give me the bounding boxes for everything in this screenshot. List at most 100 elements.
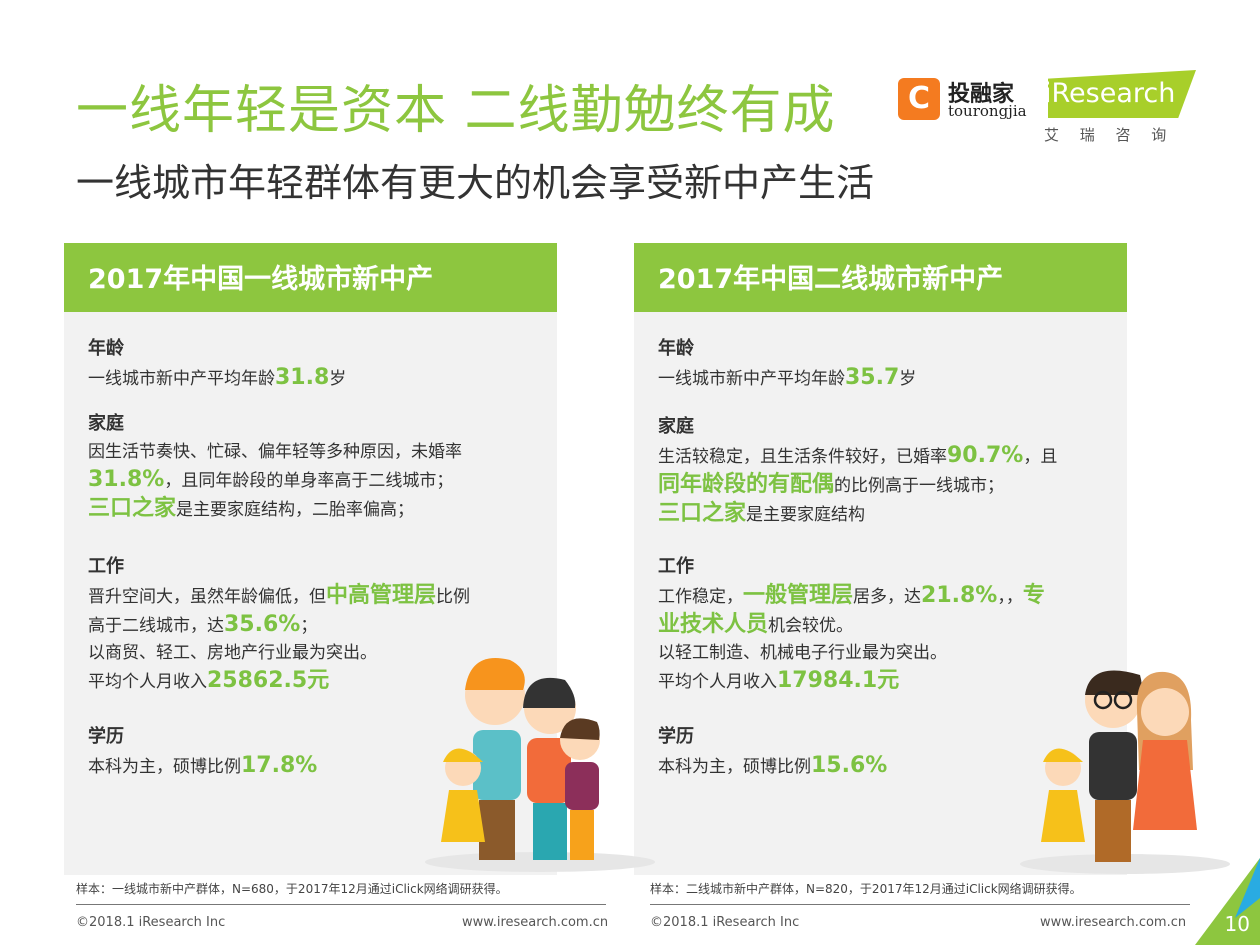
highlight-text: 一般管理层 [743, 583, 854, 608]
website-link-1[interactable]: www.iresearch.com.cn [462, 915, 609, 930]
text-line: 高于二线城市，达35.6%； [88, 611, 470, 640]
family-illustration-1 [425, 658, 655, 872]
text: 岁 [899, 369, 917, 389]
page-corner-decoration [1195, 858, 1260, 945]
text: 工作稳定， [658, 587, 743, 607]
text: ，， [997, 587, 1023, 607]
text-line: 31.8%，且同年龄段的单身率高于二线城市； [88, 466, 462, 495]
text: ，且 [1023, 447, 1058, 467]
highlight-text: 三口之家 [658, 501, 747, 526]
highlight-text: 中高管理层 [326, 583, 437, 608]
highlight-text: 31.8% [88, 467, 165, 492]
tourongjia-en: tourongjia [948, 102, 1027, 120]
section: 学历本科为主，硕博比例15.6% [658, 723, 887, 781]
iresearch-cn: 艾 瑞 咨 询 [1044, 126, 1175, 144]
text: 因生活节奏快、忙碌、偏年轻等多种原因，未婚率 [88, 442, 462, 462]
text: 生活较稳定，且生活条件较好，已婚率 [658, 447, 947, 467]
text: 平均个人月收入 [88, 672, 207, 692]
section-heading: 年龄 [658, 338, 694, 359]
text-line: 本科为主，硕博比例15.6% [658, 752, 887, 781]
section-heading: 学历 [658, 726, 694, 747]
text: 的比例高于一线城市； [834, 476, 1005, 496]
highlight-text: 35.7 [845, 365, 900, 390]
section-heading: 学历 [88, 726, 124, 747]
text-line: 晋升空间大，虽然年龄偏低，但中高管理层比例 [88, 582, 470, 611]
text: 一线城市新中产平均年龄 [88, 369, 275, 389]
highlight-text: 21.8% [921, 583, 998, 608]
text-line: 平均个人月收入17984.1元 [658, 667, 1045, 696]
text-line: 一线城市新中产平均年龄31.8岁 [88, 364, 346, 393]
section-heading: 工作 [88, 556, 124, 577]
page-number: 10 [1224, 912, 1250, 936]
highlight-text: 15.6% [811, 753, 888, 778]
page-title: 一线年轻是资本 二线勤勉终有成 [76, 81, 836, 141]
copyright-2: ©2018.1 iResearch Inc [650, 915, 800, 930]
text: 高于二线城市，达 [88, 616, 224, 636]
section: 家庭 生活较稳定，且生活条件较好，已婚率90.7%，且 同年龄段的有配偶的比例高于一… [658, 413, 1057, 529]
highlight-text: 31.8 [275, 365, 330, 390]
text-line: 本科为主，硕博比例17.8% [88, 752, 317, 781]
sample-note-1: 样本：一线城市新中产群体，N=680，于2017年12月通过iClick网络调研… [76, 882, 508, 896]
highlight-text: 90.7% [947, 443, 1024, 468]
section: 年龄一线城市新中产平均年龄31.8岁 [88, 335, 346, 393]
section-heading: 工作 [658, 556, 694, 577]
text: 平均个人月收入 [658, 672, 777, 692]
card-title: 2017年中国二线城市新中产 [634, 243, 1127, 312]
text: 以轻工制造、机械电子行业最为突出。 [658, 643, 947, 663]
section-heading: 家庭 [88, 413, 124, 434]
iresearch-logo-bg [1048, 70, 1196, 118]
text: ； [300, 616, 318, 636]
text-line: 以轻工制造、机械电子行业最为突出。 [658, 640, 1045, 667]
divider [76, 904, 606, 905]
text: 本科为主，硕博比例 [658, 757, 811, 777]
text: 比例 [436, 587, 471, 607]
text-line: 三口之家是主要家庭结构，二胎率偏高； [88, 495, 462, 524]
family-illustration-2 [1020, 670, 1230, 874]
text: 岁 [329, 369, 347, 389]
section: 年龄一线城市新中产平均年龄35.7岁 [658, 335, 916, 393]
copyright-1: ©2018.1 iResearch Inc [76, 915, 226, 930]
text-line: 工作稳定，一般管理层居多，达21.8%，，专 [658, 582, 1045, 611]
text: 是主要家庭结构，二胎率偏高； [176, 500, 415, 520]
text-line: 生活较稳定，且生活条件较好，已婚率90.7%，且 [658, 442, 1057, 471]
logos: C 投融家 tourongjia iResearch 艾 瑞 咨 询 [898, 70, 1198, 150]
website-link-2[interactable]: www.iresearch.com.cn [1040, 915, 1187, 930]
text: 本科为主，硕博比例 [88, 757, 241, 777]
highlight-text: 同年龄段的有配偶 [658, 472, 835, 497]
text-line: 业技术人员机会较优。 [658, 611, 1045, 640]
card-tier2: 2017年中国二线城市新中产 年龄一线城市新中产平均年龄35.7岁家庭生活较稳定… [634, 243, 1127, 875]
highlight-text: 25862.5元 [207, 668, 330, 693]
tourongjia-cn: 投融家 [948, 82, 1015, 107]
section: 工作 晋升空间大，虽然年龄偏低，但中高管理层比例 高于二线城市，达35.6%； 以商贸… [88, 553, 470, 696]
text: 一线城市新中产平均年龄 [658, 369, 845, 389]
text-line: 一线城市新中产平均年龄35.7岁 [658, 364, 916, 393]
text: 居多，达 [853, 587, 922, 607]
section: 学历本科为主，硕博比例17.8% [88, 723, 317, 781]
text: 机会较优。 [768, 616, 854, 636]
highlight-text: 三口之家 [88, 496, 177, 521]
text-line: 三口之家是主要家庭结构 [658, 500, 1057, 529]
divider [650, 904, 1190, 905]
section-heading: 家庭 [658, 416, 694, 437]
page-subtitle: 一线城市年轻群体有更大的机会享受新中产生活 [76, 161, 875, 205]
text: 晋升空间大，虽然年龄偏低，但 [88, 587, 326, 607]
text: 是主要家庭结构 [746, 505, 866, 525]
section: 工作 工作稳定，一般管理层居多，达21.8%，，专 业技术人员机会较优。 以轻工制造、… [658, 553, 1045, 696]
sample-note-2: 样本：二线城市新中产群体，N=820，于2017年12月通过iClick网络调研… [650, 882, 1082, 896]
tourongjia-logo-icon: C [898, 78, 940, 120]
section: 家庭因生活节奏快、忙碌、偏年轻等多种原因，未婚率 31.8%，且同年龄段的单身率高… [88, 410, 462, 524]
text: ，且同年龄段的单身率高于二线城市； [164, 471, 454, 491]
text-line: 因生活节奏快、忙碌、偏年轻等多种原因，未婚率 [88, 439, 462, 466]
card-title: 2017年中国一线城市新中产 [64, 243, 557, 312]
text: 以商贸、轻工、房地产行业最为突出。 [88, 643, 377, 663]
highlight-text: 专 [1022, 583, 1045, 608]
iresearch-logo: iResearch [1044, 78, 1176, 109]
highlight-text: 17.8% [241, 753, 318, 778]
highlight-text: 35.6% [224, 612, 301, 637]
text-line: 平均个人月收入25862.5元 [88, 667, 470, 696]
highlight-text: 业技术人员 [658, 612, 769, 637]
text-line: 同年龄段的有配偶的比例高于一线城市； [658, 471, 1057, 500]
highlight-text: 17984.1元 [777, 668, 900, 693]
section-heading: 年龄 [88, 338, 124, 359]
text-line: 以商贸、轻工、房地产行业最为突出。 [88, 640, 470, 667]
